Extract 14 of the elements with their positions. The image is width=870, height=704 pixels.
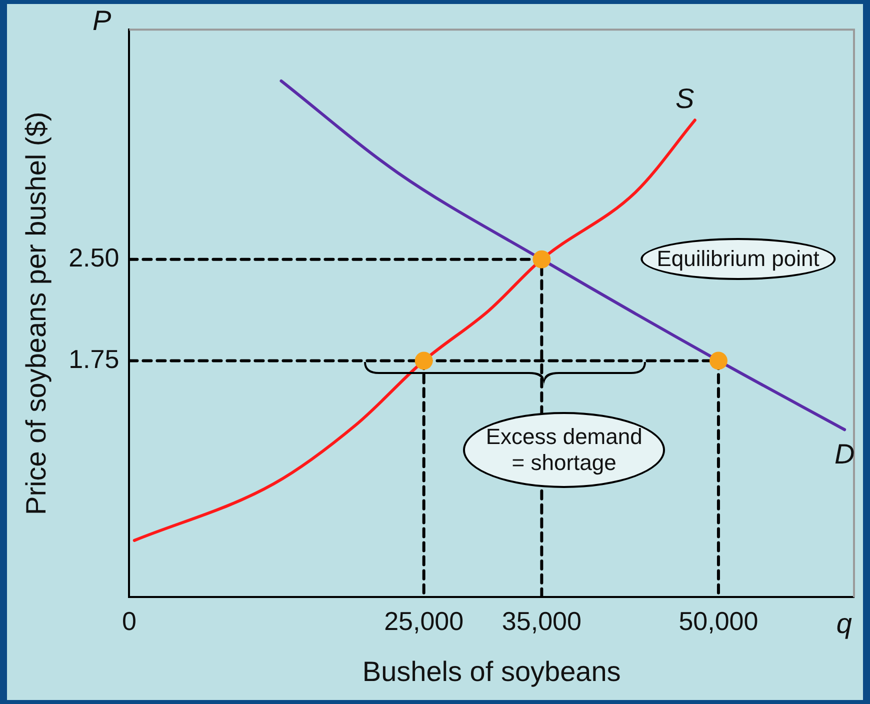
y-axis-title: Price of soybeans per bushel ($) <box>20 112 52 515</box>
y-tick-label: 2.50 <box>68 242 120 273</box>
x-tick-label: 25,000 <box>384 606 464 636</box>
text: q <box>836 608 852 639</box>
series-label: D <box>834 438 855 470</box>
text: P <box>92 4 112 36</box>
x-tick-label: 35,000 <box>502 606 582 636</box>
x-axis-title: Bushels of soybeans <box>362 656 621 687</box>
annotation: Equilibrium point <box>640 238 836 280</box>
y-tick-label: 1.75 <box>68 344 120 374</box>
x-tick-label: 0 <box>122 606 136 636</box>
series-label: S <box>676 82 695 114</box>
annotation: Excess demand = shortage <box>463 412 666 488</box>
x-tick-label: 50,000 <box>678 606 758 636</box>
